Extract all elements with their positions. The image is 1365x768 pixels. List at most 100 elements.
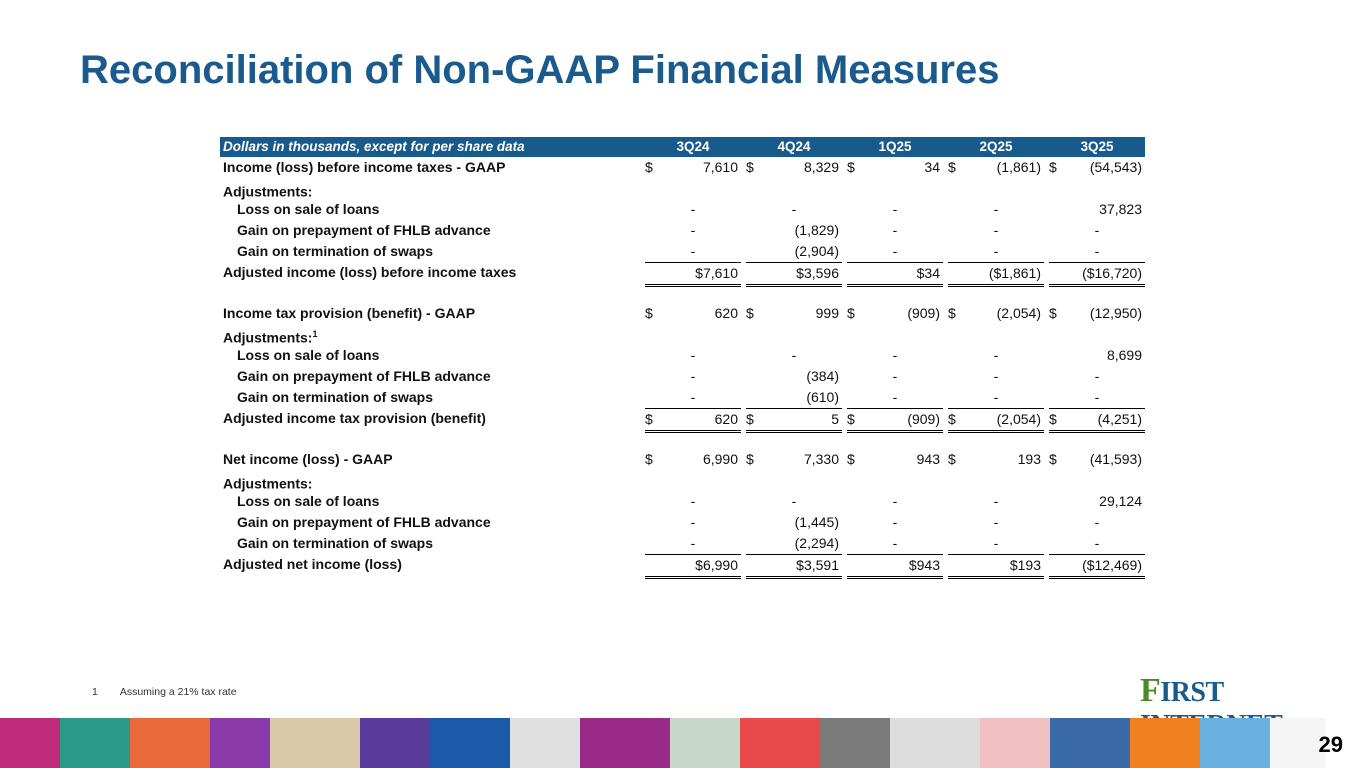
value-cell: $7,330 — [746, 449, 842, 470]
row-label: Income (loss) before income taxes - GAAP — [223, 159, 506, 175]
adjusted-total-row: Adjusted income (loss) before income tax… — [220, 262, 1145, 287]
row-label: Loss on sale of loans — [237, 201, 380, 217]
value-cell: ($16,720) — [1049, 262, 1145, 287]
currency-symbol: $ — [645, 411, 653, 427]
adjustment-row: Loss on sale of loans - - - - 29,124 — [220, 491, 1145, 512]
row-label: Net income (loss) - GAAP — [223, 451, 393, 467]
value-cell: $620 — [645, 303, 741, 324]
footnote-number: 1 — [92, 686, 98, 698]
row-label: Gain on termination of swaps — [237, 243, 434, 259]
value-cell: - — [690, 347, 696, 363]
adjustment-row: Gain on termination of swaps - (2,904) - - - — [220, 241, 1145, 262]
currency-symbol: $ — [1049, 159, 1057, 175]
value-cell: - — [993, 243, 999, 259]
value-cell: - — [690, 201, 696, 217]
footnote-text: Assuming a 21% tax rate — [119, 686, 237, 698]
value-cell: $ (2,054) — [948, 303, 1044, 324]
value-cell: (2,294) — [794, 535, 839, 551]
row-label: Gain on prepayment of FHLB advance — [237, 368, 491, 384]
footnote: 1 Assuming a 21% tax rate — [92, 686, 259, 698]
value-cell: $ (4,251) — [1049, 408, 1145, 433]
currency-symbol: $ — [746, 451, 754, 467]
currency-symbol: $ — [746, 159, 754, 175]
value-cell: $8,329 — [746, 157, 842, 178]
value-cell: - — [791, 201, 797, 217]
value-cell: - — [1094, 389, 1100, 405]
value-cell: - — [993, 493, 999, 509]
value-cell: - — [690, 368, 696, 384]
header-label: Dollars in thousands, except for per sha… — [223, 139, 525, 154]
row-label: Gain on prepayment of FHLB advance — [237, 222, 491, 238]
value-cell: - — [892, 368, 898, 384]
value-cell: (1,829) — [794, 222, 839, 238]
value-cell: $999 — [746, 303, 842, 324]
value-cell: $34 — [847, 157, 943, 178]
currency-symbol: $ — [645, 159, 653, 175]
value-cell: (2,904) — [794, 243, 839, 259]
value-cell: $6,990 — [645, 554, 741, 579]
adjusted-total-row: Adjusted income tax provision (benefit) $… — [220, 408, 1145, 433]
adjustments-heading: Adjustments: — [220, 470, 1145, 492]
row-label: Loss on sale of loans — [237, 493, 380, 509]
value-cell: - — [993, 368, 999, 384]
col-header: 1Q25 — [878, 139, 912, 154]
page-title: Reconciliation of Non-GAAP Financial Mea… — [80, 48, 1000, 92]
row-label: Gain on termination of swaps — [237, 389, 434, 405]
col-header: 3Q24 — [676, 139, 710, 154]
value-cell: $6,990 — [645, 449, 741, 470]
value-cell: - — [993, 514, 999, 530]
value-cell: - — [690, 514, 696, 530]
value-cell: 8,699 — [1106, 347, 1142, 363]
table-header: Dollars in thousands, except for per sha… — [220, 137, 1145, 157]
value-cell: - — [892, 514, 898, 530]
value-cell: $ (909) — [847, 303, 943, 324]
gaap-row: Income tax provision (benefit) - GAAP $62… — [220, 303, 1145, 324]
currency-symbol: $ — [948, 451, 956, 467]
row-label: Adjusted net income (loss) — [223, 556, 402, 572]
adjustment-row: Gain on prepayment of FHLB advance - (1,82… — [220, 220, 1145, 241]
value-cell: $ (2,054) — [948, 408, 1044, 433]
value-cell: $3,591 — [746, 554, 842, 579]
value-cell: ($12,469) — [1049, 554, 1145, 579]
currency-symbol: $ — [746, 305, 754, 321]
currency-symbol: $ — [948, 411, 956, 427]
gaap-row: Income (loss) before income taxes - GAAP… — [220, 157, 1145, 178]
col-header: 4Q24 — [777, 139, 811, 154]
currency-symbol: $ — [948, 159, 956, 175]
value-cell: (384) — [806, 368, 839, 384]
value-cell: ($1,861) — [948, 262, 1044, 287]
value-cell: - — [993, 389, 999, 405]
value-cell: $ (12,950) — [1049, 303, 1145, 324]
currency-symbol: $ — [1049, 305, 1057, 321]
col-header: 2Q25 — [979, 139, 1013, 154]
value-cell: - — [1094, 535, 1100, 551]
adjustment-row: Gain on termination of swaps - (610) - - - — [220, 387, 1145, 408]
value-cell: - — [690, 243, 696, 259]
value-cell: $3,596 — [746, 262, 842, 287]
value-cell: - — [791, 493, 797, 509]
value-cell: - — [993, 535, 999, 551]
value-cell: - — [892, 222, 898, 238]
value-cell: - — [1094, 368, 1100, 384]
value-cell: - — [690, 535, 696, 551]
col-header: 3Q25 — [1080, 139, 1114, 154]
value-cell: - — [690, 222, 696, 238]
value-cell: $7,610 — [645, 157, 741, 178]
value-cell: - — [892, 389, 898, 405]
value-cell: - — [993, 347, 999, 363]
row-label: Adjustments: — [223, 183, 313, 200]
currency-symbol: $ — [645, 305, 653, 321]
currency-symbol: $ — [847, 451, 855, 467]
value-cell: (1,445) — [794, 514, 839, 530]
value-cell: $ (1,861) — [948, 157, 1044, 178]
value-cell: - — [993, 201, 999, 217]
currency-symbol: $ — [948, 305, 956, 321]
value-cell: - — [892, 201, 898, 217]
value-cell: - — [892, 493, 898, 509]
row-label: Adjusted income (loss) before income tax… — [223, 264, 517, 280]
gaap-row: Net income (loss) - GAAP $6,990 $7,330 $943… — [220, 449, 1145, 470]
value-cell: $ (909) — [847, 408, 943, 433]
value-cell: $943 — [847, 449, 943, 470]
page-number: 29 — [1318, 732, 1343, 757]
currency-symbol: $ — [847, 305, 855, 321]
